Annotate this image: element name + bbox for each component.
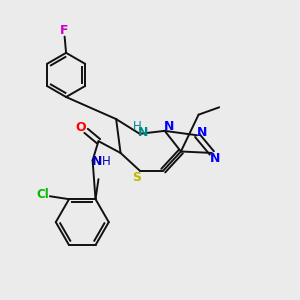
Text: H: H bbox=[102, 155, 111, 168]
Text: N: N bbox=[210, 152, 220, 165]
Text: F: F bbox=[60, 24, 69, 37]
Text: Cl: Cl bbox=[36, 188, 49, 201]
Text: N: N bbox=[137, 126, 148, 139]
Text: O: O bbox=[75, 122, 86, 134]
Text: N: N bbox=[92, 155, 102, 168]
Text: H: H bbox=[132, 120, 141, 133]
Text: N: N bbox=[164, 120, 174, 133]
Text: S: S bbox=[132, 171, 141, 184]
Text: N: N bbox=[197, 126, 208, 140]
